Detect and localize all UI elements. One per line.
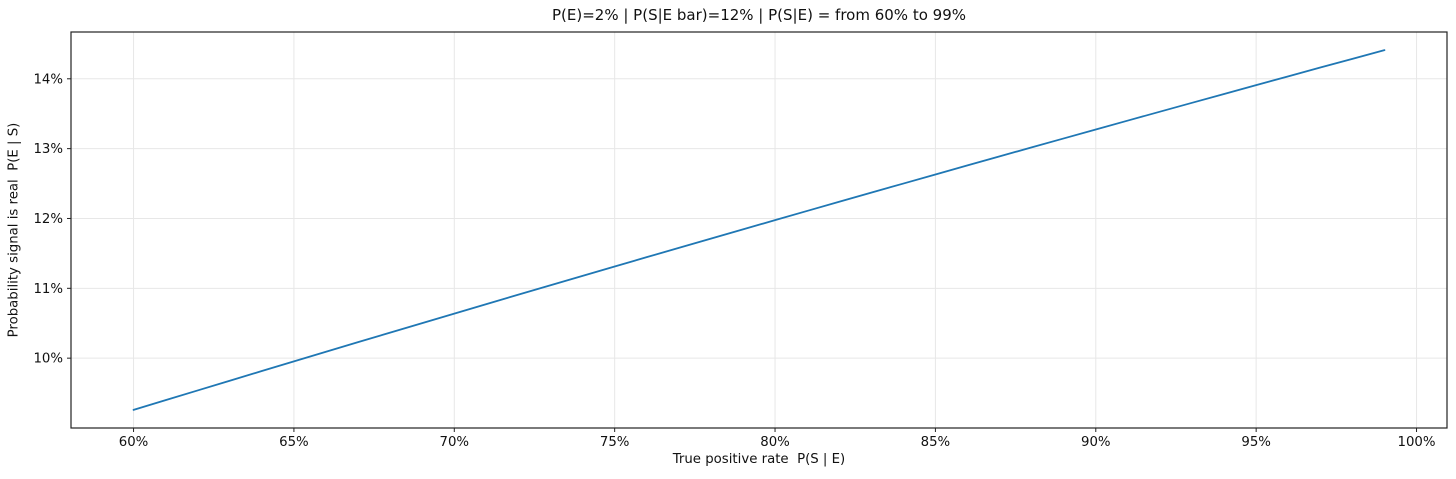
y-tick-label: 13% bbox=[33, 142, 63, 157]
x-tick-label: 70% bbox=[440, 435, 470, 450]
x-tick-label: 75% bbox=[600, 435, 630, 450]
x-tick-label: 60% bbox=[119, 435, 149, 450]
x-tick-label: 100% bbox=[1398, 435, 1436, 450]
plot-border bbox=[70, 31, 1448, 429]
x-tick-label: 90% bbox=[1081, 435, 1111, 450]
x-axis-label: True positive rate P(S | E) bbox=[672, 452, 846, 467]
x-tick-label: 80% bbox=[760, 435, 790, 450]
y-tick-label: 14% bbox=[33, 72, 63, 87]
y-tick-label: 10% bbox=[33, 352, 63, 367]
y-tick-label: 11% bbox=[33, 282, 63, 297]
x-tick-label: 85% bbox=[921, 435, 951, 450]
x-tick-label: 95% bbox=[1241, 435, 1271, 450]
y-tick-label: 12% bbox=[33, 212, 63, 227]
chart-title: P(E)=2% | P(S|E bar)=12% | P(S|E) = from… bbox=[552, 6, 966, 24]
x-tick-label: 65% bbox=[279, 435, 309, 450]
data-line bbox=[132, 49, 1386, 411]
